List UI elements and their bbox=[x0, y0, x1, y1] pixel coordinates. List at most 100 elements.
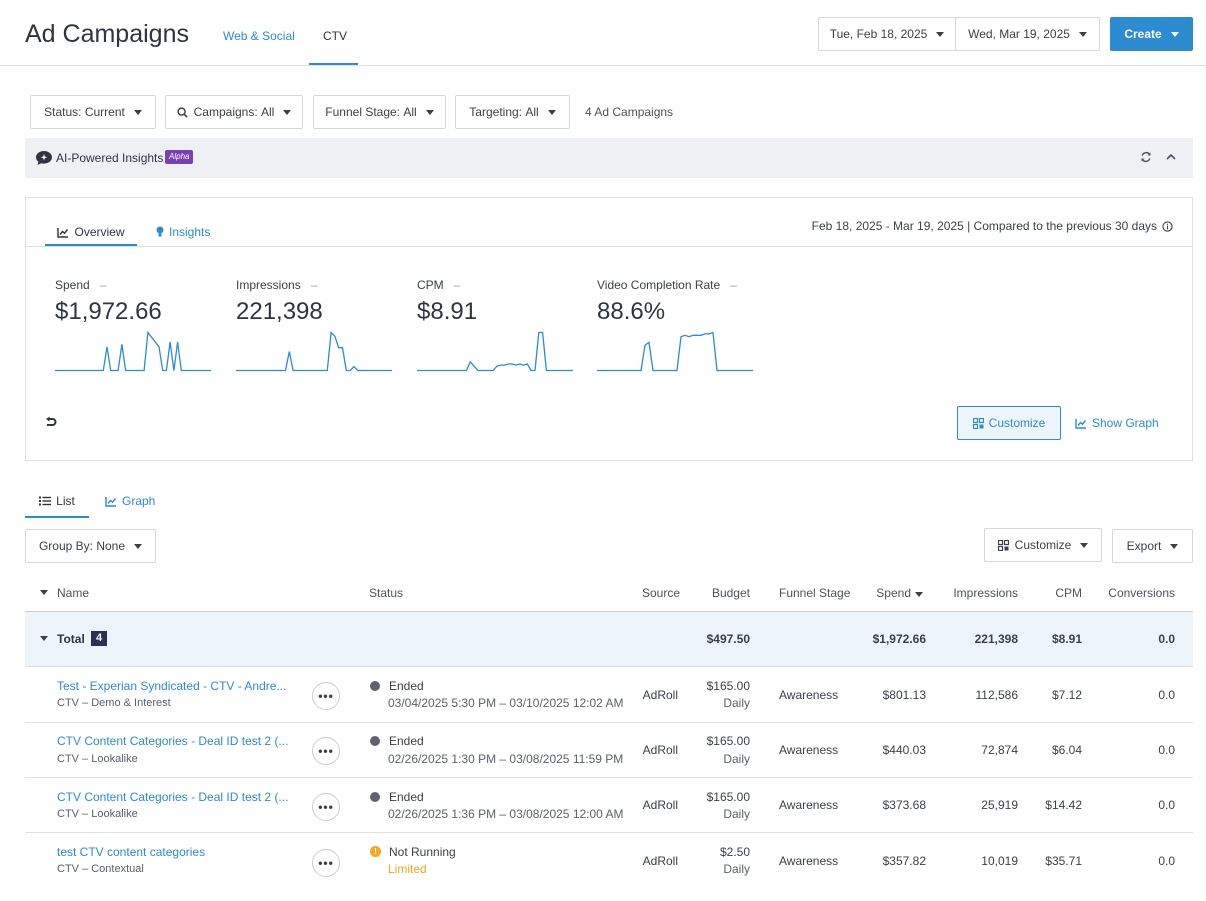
row-actions-button[interactable]: ••• bbox=[312, 737, 340, 765]
status-filter[interactable]: Status: Current bbox=[30, 95, 156, 129]
total-conversions: 0.0 bbox=[1158, 632, 1175, 646]
col-header-spend-label: Spend bbox=[876, 586, 911, 600]
cpm-cell: $6.04 bbox=[1051, 743, 1082, 757]
table-customize-button[interactable]: Customize bbox=[984, 528, 1102, 562]
tab-ctv[interactable]: CTV bbox=[323, 29, 347, 43]
metric-spend-change: – bbox=[99, 278, 107, 292]
conversions-cell: 0.0 bbox=[1158, 854, 1175, 868]
total-collapse-icon[interactable] bbox=[40, 636, 48, 641]
export-button[interactable]: Export bbox=[1112, 529, 1193, 563]
spend-cell: $373.68 bbox=[882, 798, 926, 812]
col-header-budget[interactable]: Budget bbox=[711, 586, 750, 600]
create-button[interactable]: Create bbox=[1110, 17, 1193, 51]
end-date-picker[interactable]: Wed, Mar 19, 2025 bbox=[955, 17, 1100, 51]
start-date-text: Tue, Feb 18, 2025 bbox=[829, 27, 928, 41]
campaign-subtype: CTV – Demo & Interest bbox=[57, 697, 171, 709]
col-header-spend[interactable]: Spend bbox=[860, 586, 923, 600]
row-actions-button[interactable]: ••• bbox=[312, 682, 340, 710]
ai-sparkle-icon bbox=[36, 151, 52, 165]
row-divider bbox=[25, 832, 1193, 833]
show-graph-label: Show Graph bbox=[1092, 416, 1159, 430]
impressions-cell: 25,919 bbox=[981, 798, 1018, 812]
chart-line-icon bbox=[1075, 418, 1087, 429]
tab-overview[interactable]: Overview bbox=[45, 218, 137, 246]
alpha-badge: Alpha bbox=[165, 150, 194, 164]
campaigns-filter[interactable]: Campaigns: All bbox=[165, 95, 303, 129]
cpm-cell: $14.42 bbox=[1045, 798, 1082, 812]
spend-cell: $801.13 bbox=[882, 688, 926, 702]
row-actions-button[interactable]: ••• bbox=[312, 849, 340, 877]
status-dates: 02/26/2025 1:30 PM – 03/08/2025 11:59 PM bbox=[388, 752, 624, 766]
warning-icon: ! bbox=[370, 846, 381, 857]
vcr-sparkline bbox=[597, 331, 753, 372]
group-by-dropdown[interactable]: Group By: None bbox=[25, 529, 156, 563]
row-divider bbox=[25, 722, 1193, 723]
cpm-cell: $7.12 bbox=[1051, 688, 1082, 702]
sparkline-series bbox=[417, 331, 573, 372]
search-icon bbox=[177, 106, 188, 118]
col-header-status[interactable]: Status bbox=[369, 586, 404, 600]
undo-icon[interactable] bbox=[44, 416, 58, 428]
tab-graph[interactable]: Graph bbox=[105, 486, 155, 516]
col-header-cpm[interactable]: CPM bbox=[1055, 586, 1082, 600]
col-header-funnel[interactable]: Funnel Stage bbox=[779, 586, 851, 600]
table-header-divider bbox=[25, 611, 1193, 612]
total-row bbox=[25, 612, 1193, 666]
campaign-name-link[interactable]: test CTV content categories bbox=[57, 845, 206, 859]
metric-impressions-change: – bbox=[310, 278, 318, 292]
metric-vcr-change: – bbox=[730, 278, 737, 292]
status-text: Ended bbox=[389, 679, 424, 693]
list-icon bbox=[39, 496, 52, 506]
tab-insights-label: Insights bbox=[169, 225, 211, 239]
status-ended-icon bbox=[370, 736, 380, 746]
grid-customize-icon bbox=[972, 417, 984, 429]
row-actions-button[interactable]: ••• bbox=[312, 793, 340, 821]
targeting-filter[interactable]: Targeting: All bbox=[455, 95, 570, 129]
chevron-down-icon bbox=[134, 543, 143, 549]
group-by-label: Group By: bbox=[38, 539, 93, 553]
status-dates: 03/04/2025 5:30 PM – 03/10/2025 12:02 AM bbox=[388, 696, 624, 710]
export-label: Export bbox=[1126, 539, 1162, 553]
show-graph-button[interactable]: Show Graph bbox=[1075, 406, 1159, 440]
col-header-source[interactable]: Source bbox=[641, 586, 680, 600]
budget-cell: $2.50 bbox=[719, 845, 750, 859]
chevron-down-icon bbox=[425, 109, 434, 115]
metric-cpm-name: CPM bbox=[417, 278, 444, 292]
tab-overview-label: Overview bbox=[74, 225, 125, 239]
customize-metrics-button[interactable]: Customize bbox=[957, 406, 1061, 440]
collapse-all-icon[interactable] bbox=[40, 590, 48, 595]
funnel-stage-filter[interactable]: Funnel Stage: All bbox=[313, 95, 446, 129]
metric-vcr-name: Video Completion Rate bbox=[597, 278, 721, 292]
status-ended-icon bbox=[370, 681, 380, 691]
tab-insights[interactable]: Insights bbox=[156, 218, 210, 246]
targeting-filter-value: All bbox=[525, 105, 539, 119]
campaigns-filter-label: Campaigns: bbox=[193, 105, 258, 119]
chart-line-icon bbox=[105, 496, 117, 507]
targeting-filter-label: Targeting: bbox=[469, 105, 522, 119]
funnel-cell: Awareness bbox=[779, 688, 839, 702]
campaign-name-link[interactable]: Test - Experian Syndicated - CTV - Andre… bbox=[57, 679, 287, 693]
ai-insights-bar[interactable]: AI-Powered Insights Alpha bbox=[25, 138, 1193, 178]
col-header-conversions[interactable]: Conversions bbox=[1108, 586, 1175, 600]
row-divider bbox=[25, 777, 1193, 778]
lightbulb-icon bbox=[156, 226, 164, 237]
chart-line-icon bbox=[57, 227, 69, 238]
campaign-subtype: CTV – Contextual bbox=[57, 863, 144, 875]
group-by-value: None bbox=[96, 539, 126, 553]
impressions-cell: 72,874 bbox=[981, 743, 1018, 757]
customize-metrics-label: Customize bbox=[988, 416, 1046, 430]
tab-list[interactable]: List bbox=[25, 486, 89, 516]
tab-web-social[interactable]: Web & Social bbox=[223, 29, 295, 43]
budget-period: Daily bbox=[723, 807, 750, 821]
campaign-name-link[interactable]: CTV Content Categories - Deal ID test 2 … bbox=[57, 734, 289, 748]
campaign-name-link[interactable]: CTV Content Categories - Deal ID test 2 … bbox=[57, 790, 289, 804]
budget-cell: $165.00 bbox=[706, 679, 750, 693]
start-date-picker[interactable]: Tue, Feb 18, 2025 bbox=[818, 17, 956, 51]
chevron-up-icon[interactable] bbox=[1166, 153, 1176, 161]
col-header-name[interactable]: Name bbox=[57, 586, 90, 600]
total-cpm: $8.91 bbox=[1051, 632, 1082, 646]
col-header-impressions[interactable]: Impressions bbox=[953, 586, 1018, 600]
info-icon[interactable] bbox=[1162, 220, 1173, 232]
total-budget: $497.50 bbox=[706, 632, 750, 646]
refresh-icon[interactable] bbox=[1140, 151, 1152, 163]
